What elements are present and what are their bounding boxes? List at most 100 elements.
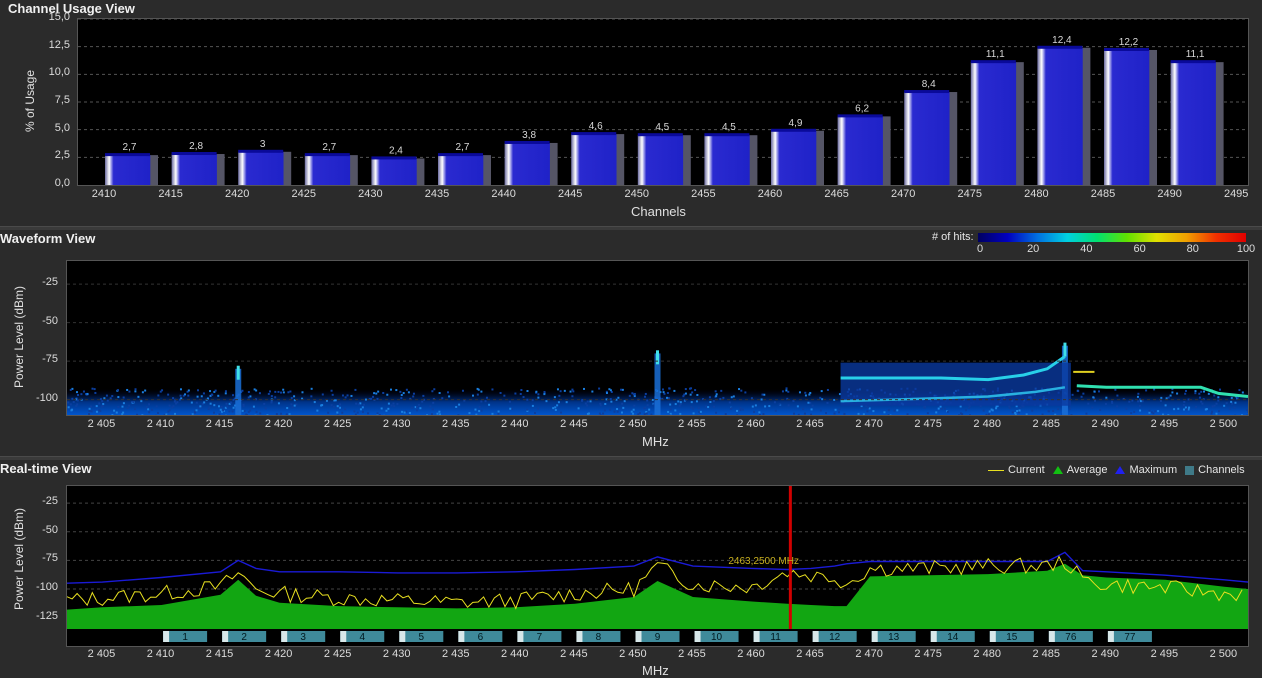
waveform-hit xyxy=(645,393,647,395)
waveform-hit xyxy=(80,393,82,395)
waveform-x-tick: 2 455 xyxy=(678,418,706,430)
waveform-y-tick: -100 xyxy=(36,392,58,404)
waveform-hit xyxy=(455,406,457,408)
realtime-x-tick: 2 480 xyxy=(973,648,1001,660)
waveform-hit xyxy=(1217,396,1219,398)
waveform-hit xyxy=(293,395,295,397)
waveform-hit xyxy=(399,391,401,393)
waveform-hit xyxy=(609,409,611,411)
channel-block-label: 4 xyxy=(359,632,365,643)
waveform-hit xyxy=(180,397,182,399)
waveform-hit xyxy=(480,391,482,393)
waveform-hit xyxy=(755,404,757,406)
waveform-hit xyxy=(668,397,670,399)
waveform-hit xyxy=(232,394,234,396)
waveform-hit xyxy=(436,413,438,415)
waveform-hit xyxy=(762,413,764,415)
waveform-hit xyxy=(1087,403,1089,405)
channel-block-highlight xyxy=(222,631,228,642)
waveform-hit xyxy=(690,387,692,389)
channel-block-label: 12 xyxy=(829,632,841,643)
waveform-hit xyxy=(350,395,352,397)
panel-divider-1[interactable] xyxy=(0,226,1262,230)
waveform-hit xyxy=(127,407,129,409)
waveform-hit xyxy=(413,393,415,395)
waveform-hit xyxy=(225,403,227,405)
legend-channels[interactable]: Channels xyxy=(1185,464,1244,476)
panel-divider-2[interactable] xyxy=(0,456,1262,460)
usage-x-tick: 2425 xyxy=(292,188,316,200)
waveform-hit xyxy=(663,393,665,395)
waveform-hit xyxy=(253,406,255,408)
waveform-hit xyxy=(266,414,268,415)
legend-average-label: Average xyxy=(1067,464,1108,476)
waveform-hit xyxy=(566,401,568,403)
waveform-hit xyxy=(195,409,197,411)
waveform-hit xyxy=(1145,389,1147,391)
hits-color-scale xyxy=(978,233,1246,242)
waveform-hit xyxy=(1098,390,1100,392)
waveform-hit xyxy=(1195,406,1197,408)
waveform-hit xyxy=(403,392,405,394)
waveform-hit xyxy=(404,412,406,414)
waveform-hit xyxy=(468,412,470,414)
usage-bar xyxy=(904,92,957,185)
channel-block-highlight xyxy=(517,631,523,642)
waveform-hit xyxy=(241,390,243,392)
waveform-hit xyxy=(739,409,741,411)
maximum-mountain-icon xyxy=(1115,466,1125,474)
waveform-hit xyxy=(526,399,528,401)
channel-block-label: 3 xyxy=(300,632,306,643)
waveform-hit xyxy=(1160,400,1162,402)
usage-bar xyxy=(838,116,891,185)
waveform-hit xyxy=(393,405,395,407)
waveform-hit xyxy=(1137,400,1139,402)
waveform-hit xyxy=(225,390,227,392)
waveform-hit xyxy=(379,414,381,415)
realtime-y-tick: -125 xyxy=(36,610,58,622)
waveform-hit xyxy=(685,388,687,390)
usage-bar-value-label: 2,7 xyxy=(456,142,470,153)
usage-y-tick: 10,0 xyxy=(49,66,70,78)
waveform-hit xyxy=(804,392,806,394)
waveform-hit xyxy=(744,391,746,393)
waveform-hit xyxy=(537,407,539,409)
waveform-hit xyxy=(102,403,104,405)
waveform-hit xyxy=(256,411,258,413)
waveform-hit xyxy=(713,406,715,408)
waveform-hit xyxy=(1173,408,1175,410)
hits-legend-label: # of hits: xyxy=(932,231,974,243)
waveform-hit xyxy=(156,405,158,407)
waveform-hit xyxy=(485,400,487,402)
waveform-hit xyxy=(725,413,727,415)
waveform-hit xyxy=(1149,410,1151,412)
waveform-hit xyxy=(1238,389,1240,391)
waveform-hit xyxy=(779,404,781,406)
waveform-hit xyxy=(408,391,410,393)
waveform-hit xyxy=(110,397,112,399)
usage-x-tick: 2440 xyxy=(491,188,515,200)
waveform-hit xyxy=(91,388,93,390)
waveform-hit xyxy=(1167,414,1169,415)
waveform-hit xyxy=(858,413,860,415)
legend-average[interactable]: Average xyxy=(1053,464,1108,476)
waveform-hit xyxy=(670,413,672,415)
waveform-hit xyxy=(390,389,392,391)
waveform-hit xyxy=(339,403,341,405)
waveform-hit xyxy=(680,403,682,405)
waveform-hit xyxy=(1168,397,1170,399)
waveform-hit xyxy=(673,390,675,392)
usage-bar-value-label: 4,6 xyxy=(589,121,603,132)
legend-maximum[interactable]: Maximum xyxy=(1115,464,1177,476)
waveform-hit xyxy=(807,402,809,404)
usage-bar xyxy=(638,135,691,185)
waveform-hit xyxy=(113,410,115,412)
waveform-hit xyxy=(140,400,142,402)
legend-current[interactable]: Current xyxy=(988,464,1045,476)
waveform-hit xyxy=(1081,396,1083,398)
waveform-hit xyxy=(289,413,291,415)
usage-bar-cap xyxy=(571,132,616,135)
channel-block-label: 77 xyxy=(1124,632,1136,643)
realtime-x-tick: 2 495 xyxy=(1151,648,1179,660)
